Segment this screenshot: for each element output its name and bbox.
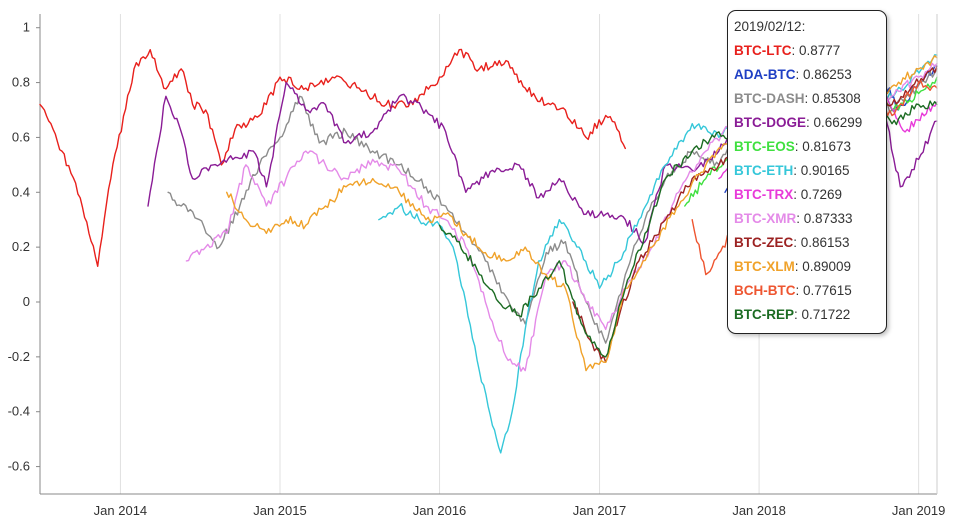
tooltip-series-name: BTC-ETH [734,163,794,178]
x-tick-label: Jan 2015 [253,503,307,518]
axes [36,14,937,495]
tooltip-series-value: : 0.81673 [794,139,852,154]
tooltip-series-value: : 0.87333 [796,211,853,226]
tooltip-series-name: BTC-ZEC [734,235,794,250]
tooltip-series-name: BTC-TRX [734,187,794,202]
tooltip-series-name: BTC-EOS [734,139,795,154]
y-tick-label: -0.6 [8,459,30,474]
tooltip-row: BTC-XLM: 0.89009 [734,255,880,279]
y-tick-label: 0.4 [12,184,30,199]
y-axis-tick-labels: 1 0.8 0.6 0.4 0.2 0 -0.2 -0.4 -0.6 [8,20,30,474]
y-tick-label: 0.6 [12,129,30,144]
tooltip-series-value: : 0.85308 [804,91,861,106]
x-tick-label: Jan 2019 [892,503,946,518]
tooltip-series-value: : 0.66299 [806,115,863,130]
tooltip-series-name: BCH-BTC [734,283,796,298]
tooltip-row: BTC-TRX: 0.7269 [734,183,880,207]
tooltip-series-value: : 0.7269 [793,187,843,202]
tooltip-series-name: BTC-DOGE [734,115,806,130]
tooltip-series-name: BTC-LTC [734,43,792,58]
tooltip-series-value: : 0.77615 [795,283,852,298]
y-tick-label: 0.8 [12,75,30,90]
tooltip-series-name: BTC-DASH [734,91,805,106]
y-tick-label: 1 [23,20,30,35]
tooltip-series-name: BTC-XMR [734,211,797,226]
x-axis-tick-labels: Jan 2014 Jan 2015 Jan 2016 Jan 2017 Jan 2018… [94,503,946,518]
tooltip: 2019/02/12: BTC-LTC: 0.8777 ADA-BTC: 0.86… [727,10,887,334]
tooltip-row: BTC-ZEC: 0.86153 [734,231,880,255]
tooltip-series-name: BTC-REP [734,307,794,322]
x-tick-label: Jan 2016 [413,503,467,518]
tooltip-series-value: : 0.71722 [794,307,851,322]
x-tick-label: Jan 2018 [732,503,786,518]
x-tick-label: Jan 2017 [573,503,627,518]
tooltip-row: BTC-EOS: 0.81673 [734,135,880,159]
tooltip-row: BTC-ETH: 0.90165 [734,159,880,183]
tooltip-row: BTC-REP: 0.71722 [734,303,880,327]
tooltip-series-value: : 0.89009 [794,259,852,274]
tooltip-date: 2019/02/12: [734,19,806,34]
tooltip-row: BTC-XMR: 0.87333 [734,207,880,231]
y-tick-label: -0.4 [8,404,30,419]
y-tick-label: 0 [23,294,30,309]
series-line-btc-ltc [39,48,626,267]
tooltip-row: BTC-DASH: 0.85308 [734,87,880,111]
tooltip-series-value: : 0.90165 [793,163,850,178]
tooltip-series-name: BTC-XLM [734,259,795,274]
tooltip-row: BTC-LTC: 0.8777 [734,39,880,63]
tooltip-series-value: : 0.86153 [793,235,850,250]
tooltip-series-name: ADA-BTC [734,67,796,82]
y-tick-label: -0.2 [8,349,30,364]
tooltip-series-value: : 0.86253 [795,67,852,82]
tooltip-series-value: : 0.8777 [791,43,841,58]
x-tick-label: Jan 2014 [94,503,148,518]
tooltip-row: BTC-DOGE: 0.66299 [734,111,880,135]
tooltip-row: BCH-BTC: 0.77615 [734,279,880,303]
tooltip-row: ADA-BTC: 0.86253 [734,63,880,87]
y-tick-label: 0.2 [12,239,30,254]
tooltip-rows: BTC-LTC: 0.8777 ADA-BTC: 0.86253 BTC-DASH:… [734,39,880,327]
